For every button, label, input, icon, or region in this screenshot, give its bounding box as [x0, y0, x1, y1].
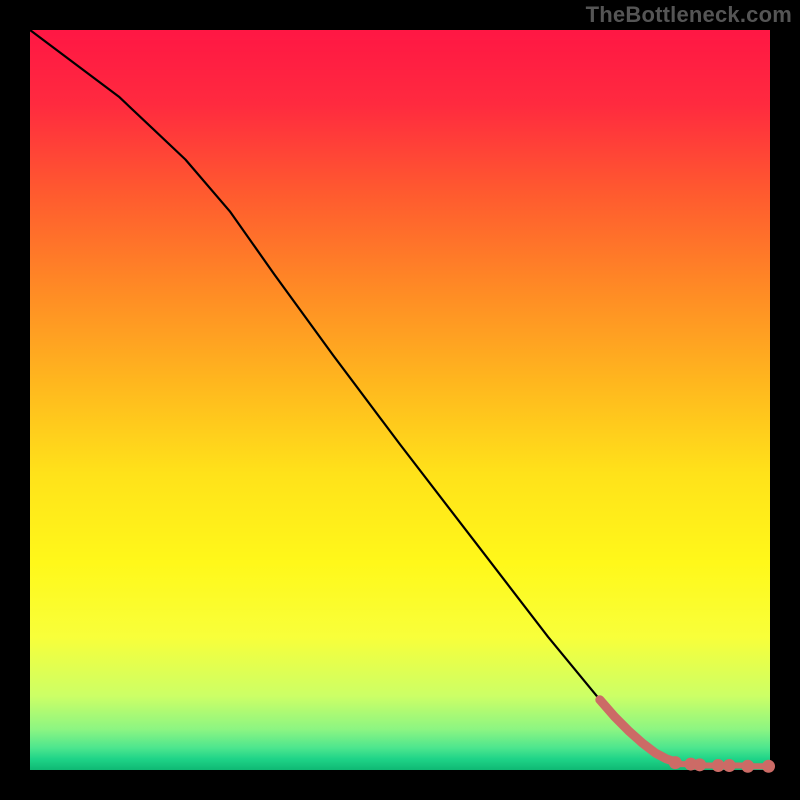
marker-dot — [693, 758, 706, 771]
marker-dot — [723, 759, 736, 772]
bottleneck-chart — [0, 0, 800, 800]
marker-dot — [712, 759, 725, 772]
marker-dot — [669, 756, 682, 769]
marker-dot — [762, 760, 775, 773]
watermark-text: TheBottleneck.com — [586, 2, 792, 28]
marker-dot — [741, 760, 754, 773]
gradient-background — [30, 30, 770, 770]
chart-container: TheBottleneck.com — [0, 0, 800, 800]
